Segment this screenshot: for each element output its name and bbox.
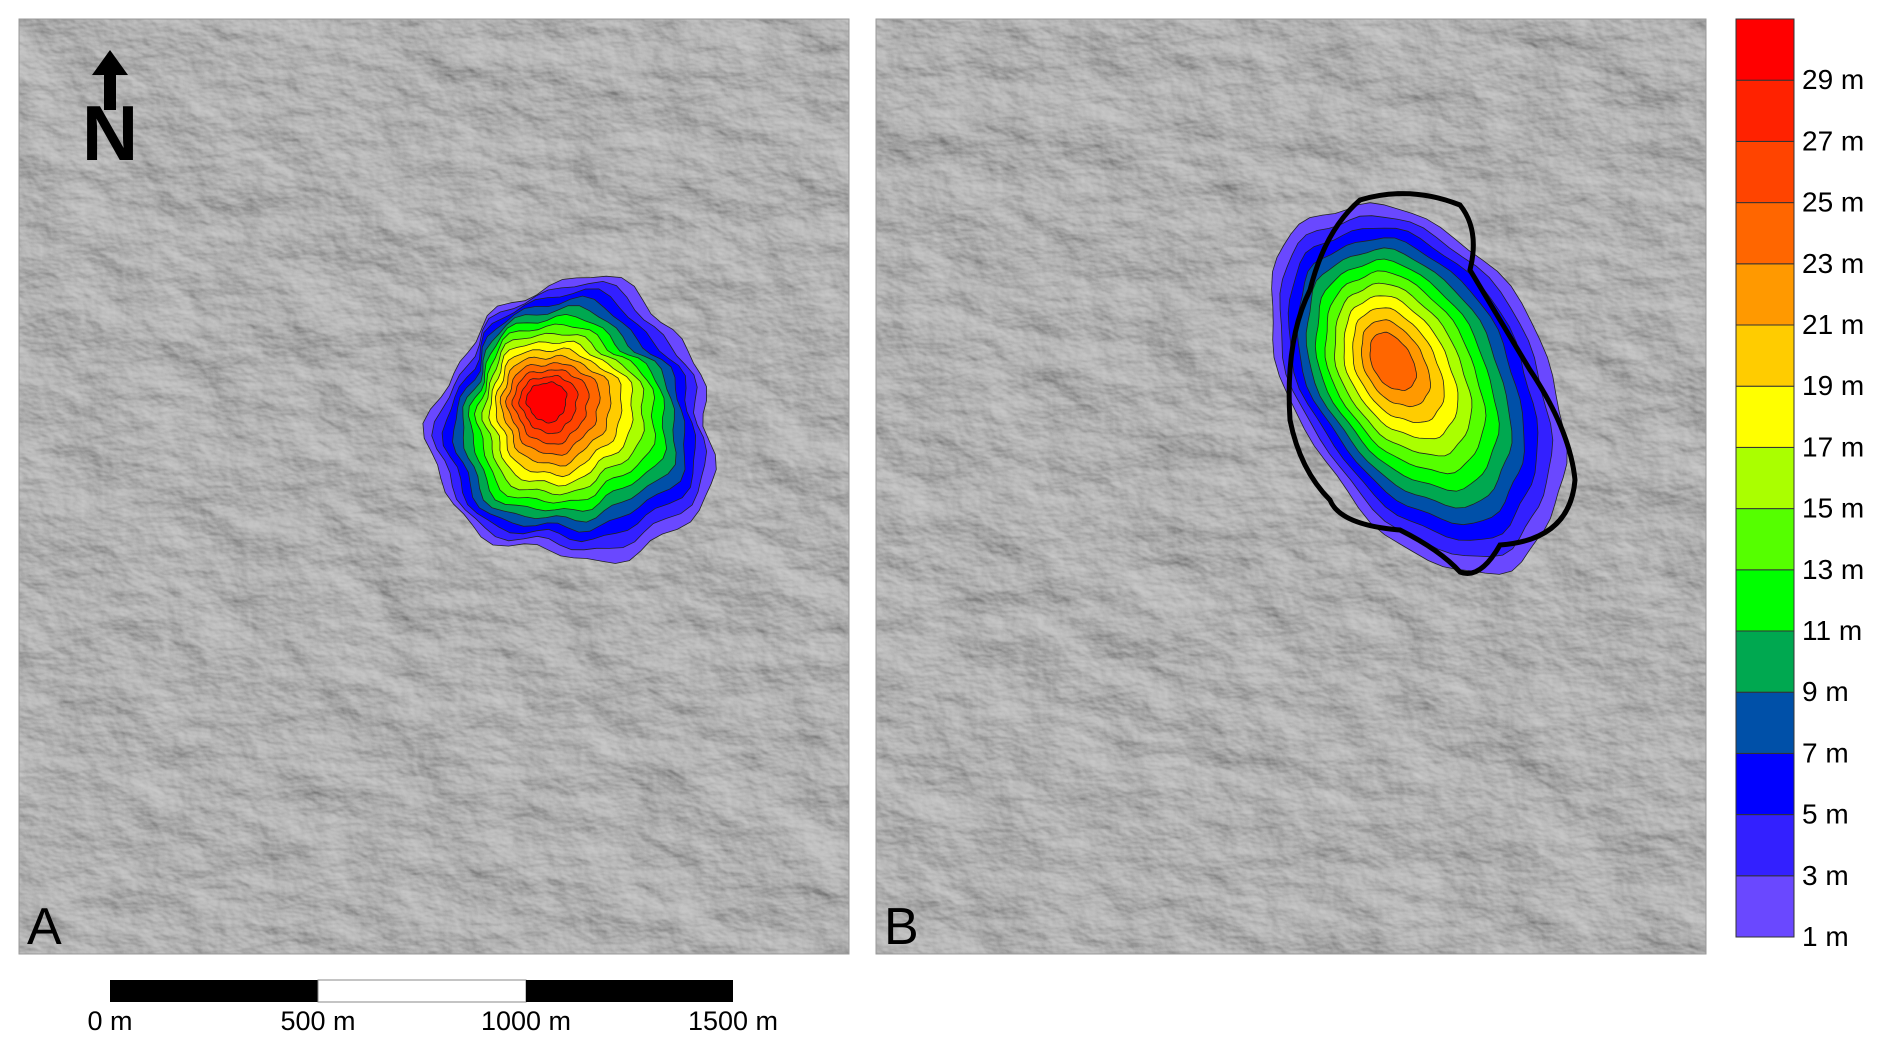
legend-swatch [1735, 691, 1795, 754]
legend-label: 13 m [1802, 554, 1864, 585]
legend-label: 15 m [1802, 493, 1864, 524]
legend-label: 21 m [1802, 309, 1864, 340]
legend-label: 27 m [1802, 125, 1864, 156]
legend-swatch [1735, 752, 1795, 816]
legend-label: 7 m [1802, 737, 1849, 768]
legend-swatch [1735, 202, 1795, 265]
scale-label-0: 0 m [87, 1006, 132, 1036]
scale-bar: 0 m 500 m 1000 m 1500 m [87, 979, 778, 1036]
scale-label-1000: 1000 m [481, 1006, 571, 1036]
legend-label: 23 m [1802, 248, 1864, 279]
panel-label-a: A [27, 898, 62, 956]
legend-label: 25 m [1802, 187, 1864, 218]
legend-swatch [1735, 79, 1795, 142]
panel-label-b: B [884, 898, 919, 956]
legend-swatch [1735, 18, 1795, 81]
legend-swatch [1735, 263, 1795, 326]
north-letter: N [82, 89, 138, 177]
legend-swatch [1735, 814, 1795, 877]
legend-swatch [1735, 385, 1795, 448]
north-arrow-icon: N [82, 50, 138, 177]
legend-label: 3 m [1802, 860, 1849, 891]
panel-a-map [18, 18, 850, 955]
thickness-contour [525, 381, 568, 424]
panel-b-map [875, 18, 1707, 955]
legend-swatch [1735, 508, 1795, 571]
legend-label: 5 m [1802, 799, 1849, 830]
legend-label: 9 m [1802, 676, 1849, 707]
legend-swatch [1735, 324, 1795, 387]
deposit-thickness-map-a [422, 275, 717, 564]
legend-swatch [1735, 630, 1795, 693]
deposit-thickness-map-b [1271, 202, 1568, 575]
legend-label: 17 m [1802, 431, 1864, 462]
thickness-legend: 1 m 3 m 5 m 7 m 9 m 11 m 13 m 15 m 17 m 19 m 21 m 2… [1735, 18, 1864, 952]
legend-swatch [1735, 875, 1795, 938]
legend-label: 11 m [1802, 615, 1862, 646]
legend-label: 19 m [1802, 370, 1864, 401]
scale-label-1500: 1500 m [688, 1006, 778, 1036]
thickness-contour [1369, 331, 1418, 392]
legend-swatch [1735, 569, 1795, 632]
legend-label: 29 m [1802, 64, 1864, 95]
legend-swatch [1735, 140, 1795, 204]
legend-swatch [1735, 446, 1795, 510]
legend-label: 1 m [1802, 921, 1849, 952]
scale-label-500: 500 m [280, 1006, 355, 1036]
observed-deposit-outline [1286, 191, 1578, 576]
